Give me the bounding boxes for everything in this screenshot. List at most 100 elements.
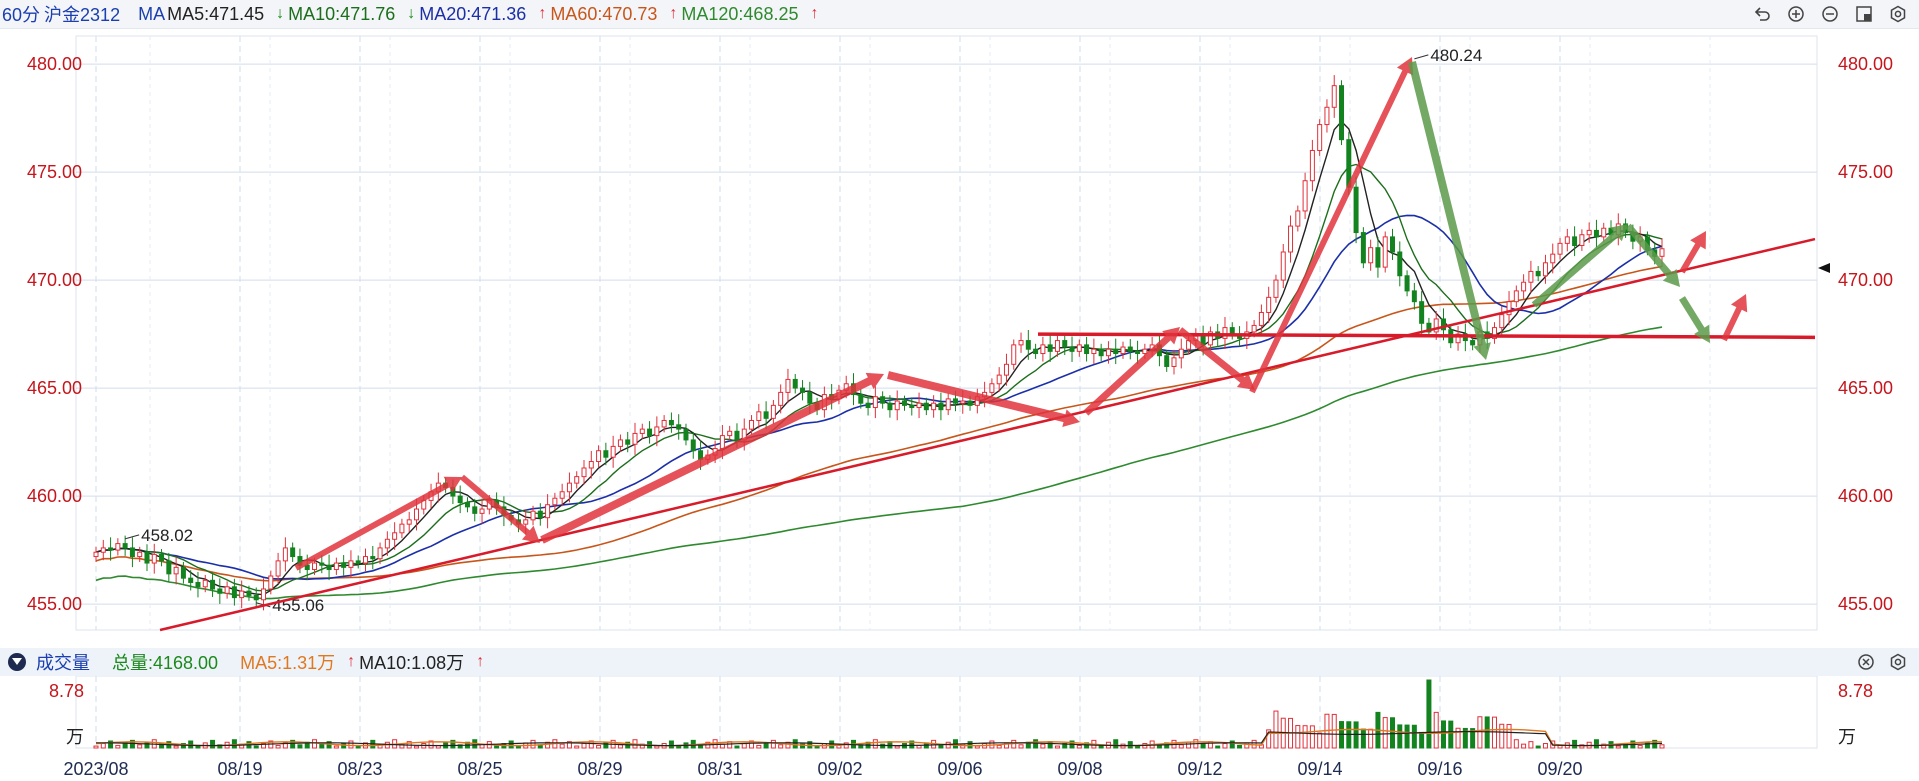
volume-bar-down [1484, 716, 1490, 749]
candle-down [180, 566, 186, 579]
volume-bar-down [858, 744, 864, 749]
x-tick-label: 09/20 [1537, 759, 1582, 779]
volume-bar-down [865, 741, 871, 749]
volume-bar-up [836, 744, 842, 749]
zoom-in-icon[interactable] [1781, 2, 1811, 26]
price-pointer-icon [1818, 263, 1830, 273]
volume-settings-icon[interactable] [1883, 650, 1913, 674]
candle-up [93, 551, 99, 558]
candle-down [1346, 139, 1352, 188]
candle-up [1076, 344, 1082, 352]
candle-down [647, 428, 653, 437]
volume-bar-down [1164, 742, 1170, 749]
red-arrow-up [1721, 294, 1748, 342]
volume-bar-down [676, 744, 682, 749]
volume-bar-down [1113, 739, 1119, 749]
volume-bar-up [435, 744, 441, 749]
candle-down [1623, 223, 1629, 234]
candle-up [530, 510, 536, 521]
volume-bar-down [1470, 728, 1476, 749]
candle-up [749, 419, 755, 430]
volume-bar-down [1462, 727, 1468, 749]
volume-bar-down [180, 743, 186, 749]
candle-down [217, 588, 223, 594]
volume-bar-up [1513, 739, 1519, 749]
volume-bar-down [508, 740, 514, 749]
volume-bar-down [457, 744, 463, 749]
layout-icon[interactable] [1849, 2, 1879, 26]
candle-up [115, 543, 121, 551]
ma10-value: MA10:471.76 [288, 3, 396, 24]
candle-down [515, 519, 521, 525]
volume-toolbar [1851, 650, 1913, 674]
volume-bar-up [1601, 743, 1607, 749]
volume-bar-up [392, 739, 398, 749]
volume-total: 总量:4168.00 [112, 653, 219, 673]
y-tick-label-right: 465.00 [1838, 378, 1893, 398]
candle-down [1339, 85, 1345, 141]
candle-up [872, 396, 878, 409]
candle-down [603, 450, 609, 458]
volume-bar-down [1215, 745, 1221, 749]
volume-bar-up [821, 743, 827, 749]
candle-up [282, 547, 288, 562]
collapse-triangle-icon[interactable] [8, 653, 26, 671]
volume-bar-up [137, 744, 143, 749]
candle-up [1542, 262, 1548, 277]
candle-down [508, 515, 514, 521]
candle-up [1513, 290, 1519, 303]
volume-bar-up [406, 741, 412, 749]
volume-ma10-up-arrow: ↑ [476, 653, 485, 670]
volume-bar-up [312, 739, 318, 749]
undo-icon[interactable] [1747, 2, 1777, 26]
volume-bar-down [690, 739, 696, 749]
settings-icon[interactable] [1883, 2, 1913, 26]
volume-bar-up [1207, 741, 1213, 749]
ma5-value: MA5:471.45 [167, 3, 265, 24]
volume-ma5-line [95, 728, 1662, 747]
candle-up [610, 445, 616, 458]
volume-bar-up [712, 739, 718, 749]
volume-bar-down [297, 744, 303, 749]
ma-label[interactable]: MA [138, 3, 166, 24]
x-tick-label: 08/19 [217, 759, 262, 779]
zoom-out-icon[interactable] [1815, 2, 1845, 26]
candle-up [428, 491, 434, 501]
volume-bar-down [122, 742, 128, 749]
candle-up [727, 430, 733, 437]
candle-down [829, 394, 835, 400]
candle-up [1273, 279, 1279, 298]
candle-down [246, 590, 252, 596]
volume-bar-up [1280, 717, 1286, 749]
y-tick-label-left: 470.00 [27, 270, 82, 290]
volume-bar-up [1317, 732, 1323, 749]
candle-down [195, 581, 201, 588]
volume-bar-up [1586, 741, 1592, 749]
period-label[interactable]: 60分 [2, 5, 41, 25]
volume-bar-up [749, 740, 755, 749]
candle-up [384, 538, 390, 549]
volume-bar-down [1098, 744, 1104, 749]
candle-down [1397, 251, 1403, 277]
candle-up [1288, 225, 1294, 253]
candle-down [210, 579, 216, 590]
candle-down [457, 495, 463, 504]
volume-bar-up [872, 739, 878, 749]
close-circle-icon[interactable] [1851, 650, 1881, 674]
volume-bar-down [159, 743, 165, 749]
symbol-label[interactable]: 沪金2312 [44, 5, 121, 25]
volume-y-tick-right: 8.78 [1838, 681, 1873, 701]
volume-bar-up [1579, 744, 1585, 749]
candle-down [698, 450, 704, 460]
candle-up [173, 566, 179, 575]
candle-up [1171, 357, 1177, 367]
candle-down [1572, 236, 1578, 247]
candle-down [319, 562, 325, 566]
red-arrow-up [1679, 231, 1706, 274]
volume-bar-down [326, 741, 332, 749]
candle-up [836, 389, 842, 400]
volume-bar-down [217, 744, 223, 749]
volume-bar-down [1390, 717, 1396, 749]
volume-ma5: MA5:1.31万 [240, 653, 336, 673]
candle-up [617, 439, 623, 447]
